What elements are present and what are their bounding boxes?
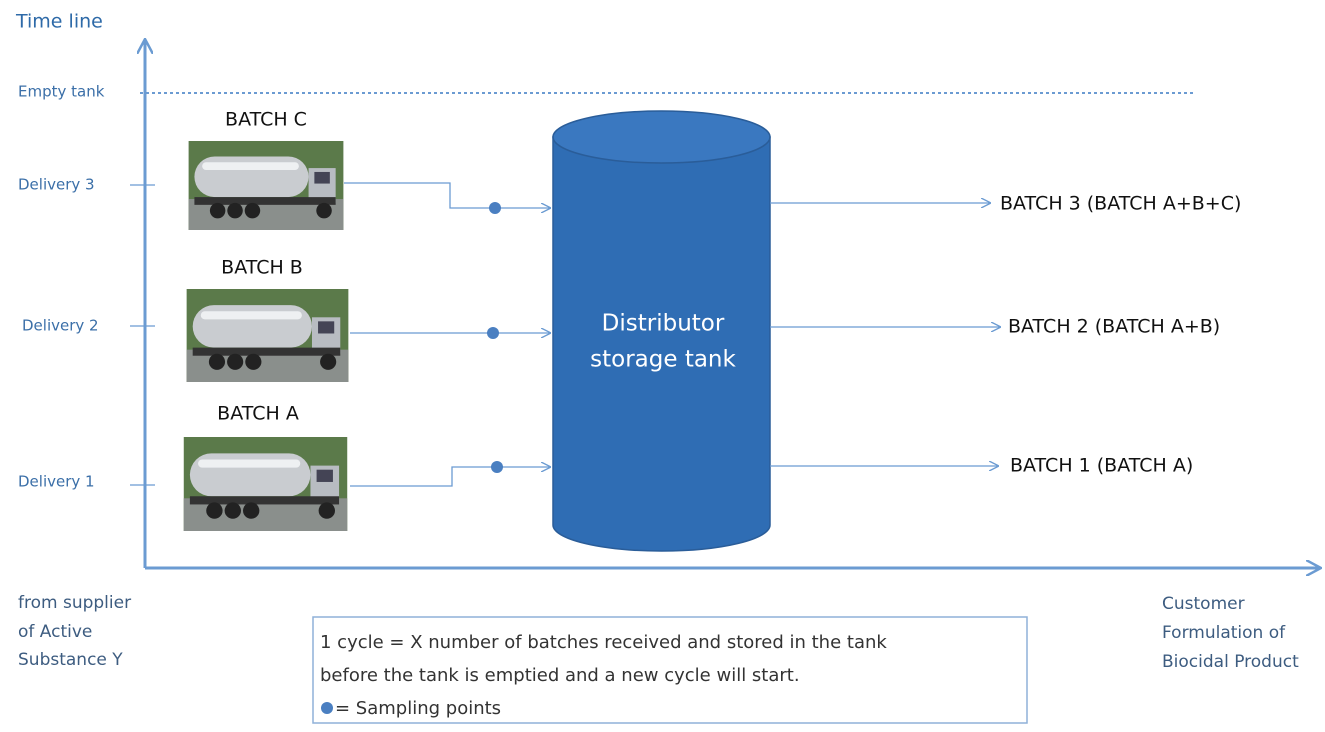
- delivery-label: Delivery 2: [22, 317, 99, 335]
- batch-label: BATCH C: [225, 109, 307, 131]
- legend-text: = Sampling points: [335, 698, 501, 719]
- batch-label: BATCH B: [221, 257, 303, 279]
- flow-arrow: [350, 467, 550, 486]
- timeline-title: Time line: [15, 11, 103, 33]
- sampling-point: [489, 202, 501, 214]
- empty-tank-label: Empty tank: [18, 83, 105, 101]
- output-label: BATCH 2 (BATCH A+B): [1008, 316, 1220, 338]
- truck-image: [184, 437, 347, 531]
- delivery-label: Delivery 1: [18, 473, 95, 491]
- supplier-label: of Active: [18, 622, 92, 642]
- output-label: BATCH 3 (BATCH A+B+C): [1000, 193, 1241, 215]
- tank-label: storage tank: [590, 347, 736, 373]
- note-text: before the tank is emptied and a new cyc…: [320, 665, 800, 686]
- supplier-label: from supplier: [18, 593, 131, 613]
- truck-image: [189, 141, 344, 230]
- tank-label: Distributor: [602, 311, 725, 337]
- delivery-label: Delivery 3: [18, 176, 95, 194]
- supplier-label: Substance Y: [18, 650, 123, 670]
- sampling-point: [487, 327, 499, 339]
- truck-image: [187, 289, 349, 382]
- diagram: Time line Empty tank Delivery 3 Delivery…: [0, 0, 1325, 732]
- customer-label: Biocidal Product: [1162, 652, 1299, 672]
- customer-label: Customer: [1162, 594, 1245, 614]
- customer-label: Formulation of: [1162, 623, 1286, 643]
- output-label: BATCH 1 (BATCH A): [1010, 455, 1193, 477]
- sampling-point: [491, 461, 503, 473]
- legend-dot: [321, 702, 333, 714]
- note-text: 1 cycle = X number of batches received a…: [320, 632, 887, 653]
- batch-label: BATCH A: [217, 403, 299, 425]
- flow-arrow: [344, 183, 550, 208]
